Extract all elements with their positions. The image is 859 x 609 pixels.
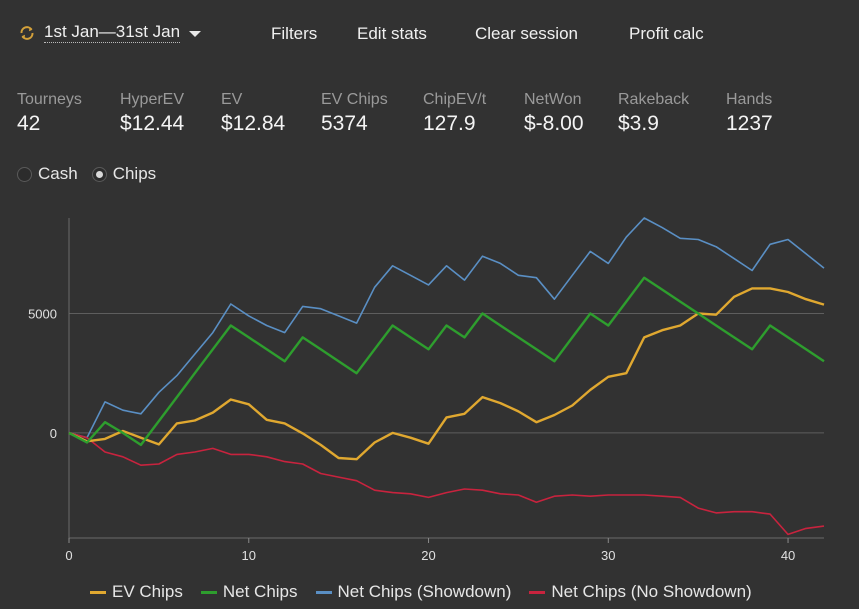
stat-ev-chips: EV Chips 5374 — [321, 90, 388, 138]
stat-value: $12.84 — [221, 112, 286, 135]
stat-tourneys: Tourneys 42 — [17, 90, 82, 138]
filters-button[interactable]: Filters — [271, 24, 318, 43]
legend-item[interactable]: Net Chips (No Showdown) — [529, 582, 752, 602]
axes — [68, 218, 824, 543]
stat-hyperev: HyperEV $12.44 — [120, 90, 184, 138]
chips-option[interactable]: Chips — [91, 164, 157, 184]
clear-session-button[interactable]: Clear session — [475, 24, 578, 43]
cash-option[interactable]: Cash — [17, 164, 78, 184]
x-tick-label: 40 — [781, 548, 795, 563]
chevron-down-icon[interactable] — [189, 30, 202, 37]
profit-calc-button[interactable]: Profit calc — [629, 24, 704, 43]
x-tick-label: 30 — [601, 548, 615, 563]
stat-hands: Hands 1237 — [726, 90, 773, 138]
stat-netwon: NetWon $-8.00 — [524, 90, 584, 138]
stat-label: Hands — [726, 91, 773, 108]
date-range-label[interactable]: 1st Jan—31st Jan — [44, 22, 181, 43]
top-toolbar: 1st Jan—31st Jan Filters Edit stats Clea… — [0, 0, 859, 70]
legend-label[interactable]: Net Chips — [222, 582, 298, 601]
legend-item[interactable]: Net Chips — [200, 582, 298, 602]
cash-radio[interactable] — [17, 166, 32, 182]
stat-value: $-8.00 — [524, 112, 584, 135]
y-tick-label: 0 — [50, 426, 57, 441]
stat-value: 42 — [17, 112, 41, 135]
stat-value: $3.9 — [618, 112, 659, 135]
line-chart: 0 5000 0 10 20 30 40 — [28, 217, 825, 563]
series-line-net-chips-showdown — [68, 217, 825, 439]
chips-label[interactable]: Chips — [112, 164, 157, 183]
tick-labels: 0 5000 0 10 20 30 40 — [28, 307, 795, 563]
chips-radio[interactable] — [91, 166, 107, 182]
legend-swatch — [529, 590, 546, 594]
stat-label: ChipEV/t — [423, 91, 487, 108]
legend-swatch — [200, 590, 217, 594]
legend-label[interactable]: EV Chips — [112, 582, 183, 601]
edit-stats-button[interactable]: Edit stats — [357, 24, 427, 43]
stat-value: $12.44 — [120, 112, 185, 135]
stat-label: NetWon — [524, 91, 582, 108]
legend-item[interactable]: Net Chips (Showdown) — [315, 582, 512, 602]
stat-label: Tourneys — [17, 91, 82, 108]
date-range-selector[interactable]: 1st Jan—31st Jan — [18, 22, 202, 43]
stat-label: EV Chips — [321, 91, 388, 108]
cash-chips-toggle: Cash Chips — [17, 164, 170, 184]
refresh-icon[interactable] — [18, 24, 36, 42]
series-lines — [68, 217, 825, 536]
stat-value: 127.9 — [423, 112, 476, 135]
x-tick-label: 20 — [421, 548, 435, 563]
stats-row: Tourneys 42 HyperEV $12.44 EV $12.84 EV … — [17, 90, 847, 140]
stat-label: Rakeback — [618, 91, 690, 108]
stat-label: HyperEV — [120, 91, 185, 108]
cash-label[interactable]: Cash — [38, 164, 78, 183]
stat-rakeback: Rakeback $3.9 — [618, 90, 689, 138]
x-tick-label: 10 — [242, 548, 256, 563]
stat-value: 5374 — [321, 112, 368, 135]
series-line-net-chips — [68, 276, 825, 447]
stat-label: EV — [221, 91, 243, 108]
legend-item[interactable]: EV Chips — [90, 582, 183, 602]
legend-label[interactable]: Net Chips (No Showdown) — [551, 582, 752, 601]
stat-value: 1237 — [726, 112, 773, 135]
stat-chipev-per-t: ChipEV/t 127.9 — [423, 90, 486, 138]
x-tick-label: 0 — [65, 548, 72, 563]
legend-swatch — [315, 590, 332, 594]
legend-label[interactable]: Net Chips (Showdown) — [337, 582, 512, 601]
chart-legend: EV Chips Net Chips Net Chips (Showdown) Net… — [90, 582, 770, 602]
stat-ev: EV $12.84 — [221, 90, 285, 138]
legend-swatch — [90, 590, 106, 594]
y-tick-label: 5000 — [28, 307, 57, 322]
grid-lines — [69, 313, 824, 434]
series-line-net-chips-no-showdown — [68, 432, 825, 536]
